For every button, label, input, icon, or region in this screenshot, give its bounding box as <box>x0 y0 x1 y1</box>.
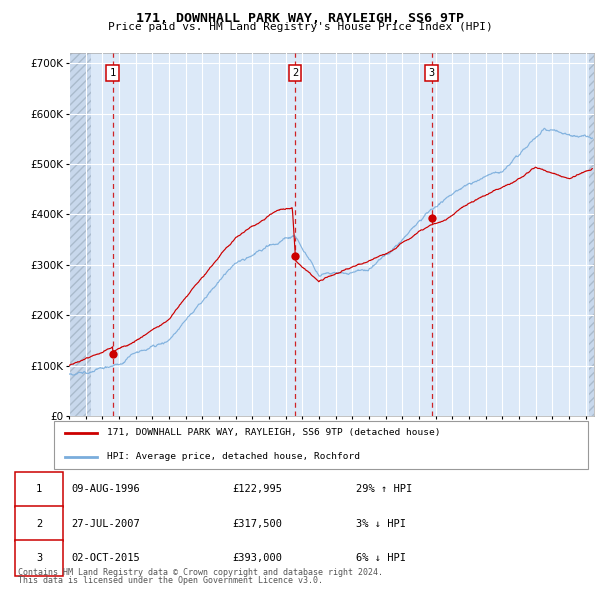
Text: 29% ↑ HPI: 29% ↑ HPI <box>356 484 413 494</box>
Text: 1: 1 <box>109 68 116 78</box>
Text: 09-AUG-1996: 09-AUG-1996 <box>71 484 140 494</box>
Text: HPI: Average price, detached house, Rochford: HPI: Average price, detached house, Roch… <box>107 453 361 461</box>
Text: 2: 2 <box>36 519 42 529</box>
Text: 1: 1 <box>36 484 42 494</box>
FancyBboxPatch shape <box>54 421 588 469</box>
Text: 6% ↓ HPI: 6% ↓ HPI <box>356 553 406 563</box>
Text: This data is licensed under the Open Government Licence v3.0.: This data is licensed under the Open Gov… <box>18 576 323 585</box>
Polygon shape <box>589 53 594 416</box>
Text: 02-OCT-2015: 02-OCT-2015 <box>71 553 140 563</box>
Polygon shape <box>69 53 91 416</box>
Text: 2: 2 <box>292 68 298 78</box>
Text: Price paid vs. HM Land Registry's House Price Index (HPI): Price paid vs. HM Land Registry's House … <box>107 22 493 32</box>
Text: 3% ↓ HPI: 3% ↓ HPI <box>356 519 406 529</box>
FancyBboxPatch shape <box>15 506 63 541</box>
Text: £393,000: £393,000 <box>232 553 283 563</box>
Text: £122,995: £122,995 <box>232 484 283 494</box>
Text: 27-JUL-2007: 27-JUL-2007 <box>71 519 140 529</box>
Text: Contains HM Land Registry data © Crown copyright and database right 2024.: Contains HM Land Registry data © Crown c… <box>18 568 383 577</box>
Text: 3: 3 <box>428 68 434 78</box>
Text: 171, DOWNHALL PARK WAY, RAYLEIGH, SS6 9TP: 171, DOWNHALL PARK WAY, RAYLEIGH, SS6 9T… <box>136 12 464 25</box>
FancyBboxPatch shape <box>15 540 63 576</box>
Text: 3: 3 <box>36 553 42 563</box>
FancyBboxPatch shape <box>15 471 63 507</box>
Text: 171, DOWNHALL PARK WAY, RAYLEIGH, SS6 9TP (detached house): 171, DOWNHALL PARK WAY, RAYLEIGH, SS6 9T… <box>107 428 441 437</box>
Text: £317,500: £317,500 <box>232 519 283 529</box>
